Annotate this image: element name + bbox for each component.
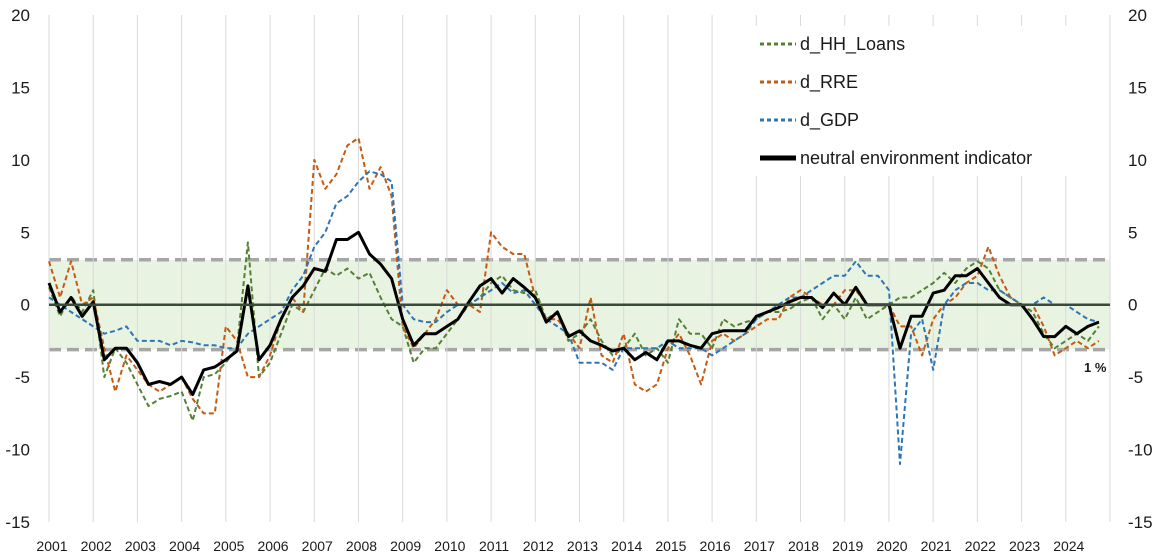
x-tick-label: 2001 bbox=[36, 538, 67, 554]
y-tick-label-right: -5 bbox=[1128, 368, 1143, 387]
series-line-d-hh-loans bbox=[48, 241, 1100, 422]
x-tick-label: 2005 bbox=[213, 538, 244, 554]
x-tick-label: 2015 bbox=[655, 538, 686, 554]
y-tick-label-left: 10 bbox=[11, 151, 30, 170]
annotation-label: 1 % bbox=[1084, 360, 1107, 375]
x-tick-label: 2019 bbox=[832, 538, 863, 554]
x-tick-label: 2004 bbox=[169, 538, 200, 554]
x-tick-label: 2008 bbox=[346, 538, 377, 554]
y-tick-label-left: 0 bbox=[21, 296, 30, 315]
legend-label: d_HH_Loans bbox=[800, 34, 905, 55]
y-tick-label-left: 15 bbox=[11, 78, 30, 97]
series-line-neutral-environment-indicator bbox=[47, 230, 1100, 396]
y-tick-label-right: 5 bbox=[1128, 223, 1137, 242]
legend-label: neutral environment indicator bbox=[800, 148, 1032, 168]
x-tick-label: 2022 bbox=[965, 538, 996, 554]
x-tick-label: 2020 bbox=[876, 538, 907, 554]
x-tick-label: 2012 bbox=[523, 538, 554, 554]
x-tick-label: 2014 bbox=[611, 538, 642, 554]
x-tick-label: 2010 bbox=[434, 538, 465, 554]
x-tick-label: 2002 bbox=[81, 538, 112, 554]
series-line-d-gdp bbox=[48, 170, 1100, 466]
legend-label: d_GDP bbox=[800, 110, 859, 131]
legend-label: d_RRE bbox=[800, 72, 858, 93]
x-axis: 2001 2002 2003 2004 2005 2006 2007 2008 2009 2010… bbox=[36, 538, 1084, 554]
x-tick-label: 2024 bbox=[1053, 538, 1084, 554]
x-tick-label: 2011 bbox=[479, 538, 509, 554]
x-tick-label: 2006 bbox=[257, 538, 288, 554]
series-lines bbox=[47, 137, 1100, 466]
y-tick-label-left: -10 bbox=[5, 441, 30, 460]
y-tick-label-right: 10 bbox=[1128, 151, 1147, 170]
y-tick-label-left: 20 bbox=[11, 6, 30, 25]
y-tick-label-right: 0 bbox=[1128, 296, 1137, 315]
x-tick-label: 2013 bbox=[567, 538, 598, 554]
x-tick-label: 2007 bbox=[302, 538, 333, 554]
x-tick-label: 2016 bbox=[700, 538, 731, 554]
y-tick-label-right: 20 bbox=[1128, 6, 1147, 25]
x-tick-label: 2003 bbox=[125, 538, 156, 554]
x-tick-label: 2023 bbox=[1009, 538, 1040, 554]
y-tick-label-left: -15 bbox=[5, 513, 30, 532]
x-tick-label: 2009 bbox=[390, 538, 421, 554]
y-tick-label-right: 15 bbox=[1128, 78, 1147, 97]
x-tick-label: 2021 bbox=[921, 538, 952, 554]
y-tick-label-right: -10 bbox=[1128, 441, 1153, 460]
x-tick-label: 2018 bbox=[788, 538, 819, 554]
y-tick-label-left: -5 bbox=[15, 368, 30, 387]
x-tick-label: 2017 bbox=[744, 538, 775, 554]
series-line-d-rre bbox=[48, 137, 1100, 415]
y-axis-right: -15 -10 -5 0 5 10 15 20 bbox=[1128, 6, 1153, 532]
y-tick-label-right: -15 bbox=[1128, 513, 1153, 532]
y-tick-label-left: 5 bbox=[21, 223, 30, 242]
legend-box bbox=[753, 26, 1093, 176]
y-axis-left: -15 -10 -5 0 5 10 15 20 bbox=[5, 6, 30, 532]
